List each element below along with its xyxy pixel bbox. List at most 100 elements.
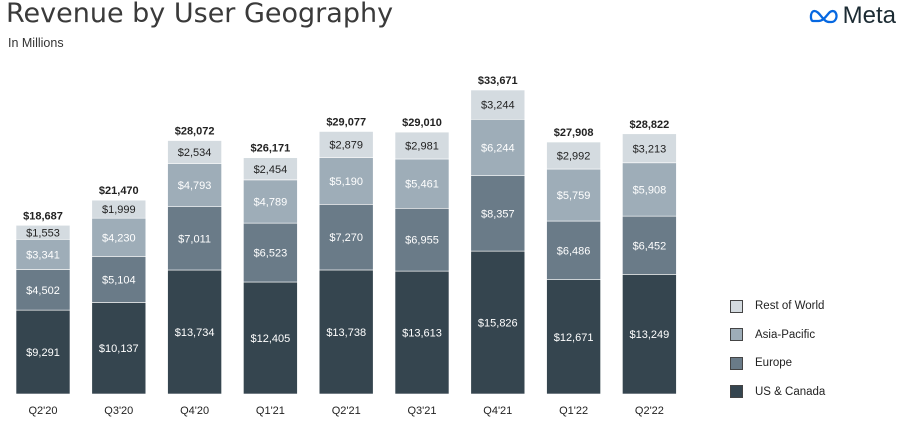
segment-label-europe-q2-21: $7,270 <box>329 232 363 244</box>
bar-segment-rest-of-world-q2-20 <box>15 224 71 240</box>
meta-brand-text: Meta <box>842 2 896 29</box>
segment-label-rest-of-world-q4-20: $2,534 <box>178 147 212 159</box>
segment-label-rest-of-world-q2-20: $1,553 <box>26 227 60 239</box>
legend-item-asia-pacific: Asia-Pacific <box>730 321 825 350</box>
segment-label-asia-pacific-q1-22: $5,759 <box>557 190 591 202</box>
bar-segment-us-canada-q3-21 <box>394 270 450 395</box>
legend-label-us-canada: US & Canada <box>755 385 826 398</box>
bar-segment-rest-of-world-q4-20 <box>167 140 222 164</box>
x-tick-label-q2-22: Q2'22 <box>635 405 664 417</box>
total-label-q3-20: $21,470 <box>99 185 139 197</box>
x-tick-label-q2-20: Q2'20 <box>28 405 57 417</box>
segment-label-rest-of-world-q1-21: $2,454 <box>254 164 288 176</box>
bar-segment-europe-q1-22 <box>546 220 601 280</box>
segment-label-asia-pacific-q2-22: $5,908 <box>633 184 667 196</box>
bar-segment-us-canada-q2-21 <box>318 269 374 395</box>
bar-segment-us-canada-q4-21 <box>470 250 526 395</box>
chart-subtitle: In Millions <box>8 36 64 50</box>
chart-legend: Rest of World Asia-Pacific Europe US & C… <box>730 292 825 406</box>
x-tick-label-q1-21: Q1'21 <box>256 405 285 417</box>
bar-segment-rest-of-world-q1-22 <box>546 141 601 170</box>
segment-label-europe-q1-22: $6,486 <box>557 245 591 257</box>
chart-title: Revenue by User Geography <box>6 0 394 29</box>
segment-label-europe-q3-21: $6,955 <box>405 235 439 247</box>
bar-segment-asia-pacific-q1-22 <box>546 168 601 222</box>
total-label-q2-20: $18,687 <box>23 210 63 222</box>
legend-swatch-rest-of-world <box>730 299 743 313</box>
total-label-q1-21: $26,171 <box>251 143 291 155</box>
bar-segment-asia-pacific-q1-21 <box>243 179 298 224</box>
bar-segment-rest-of-world-q4-21 <box>470 89 526 120</box>
segment-label-europe-q4-20: $7,011 <box>178 233 211 245</box>
bar-segment-rest-of-world-q2-21 <box>318 131 374 158</box>
segment-label-us-canada-q1-21: $12,405 <box>251 333 291 345</box>
bar-segment-europe-q4-20 <box>167 206 222 271</box>
segment-label-us-canada-q2-22: $13,249 <box>630 329 670 341</box>
segment-label-europe-q4-21: $8,357 <box>481 208 515 220</box>
bar-segment-asia-pacific-q4-20 <box>167 163 222 208</box>
bar-segment-rest-of-world-q1-21 <box>243 157 298 181</box>
x-tick-label-q4-21: Q4'21 <box>483 405 512 417</box>
segment-label-asia-pacific-q2-20: $3,341 <box>26 249 60 261</box>
legend-swatch-us-canada <box>730 385 743 399</box>
segment-label-us-canada-q4-21: $15,826 <box>478 318 518 330</box>
bar-segment-rest-of-world-q2-22 <box>622 133 677 164</box>
meta-logo: Meta <box>809 2 896 30</box>
bar-segment-asia-pacific-q3-21 <box>394 158 450 209</box>
segment-label-rest-of-world-q1-22: $2,992 <box>557 151 591 163</box>
total-label-q2-21: $29,077 <box>326 116 366 128</box>
meta-infinity-icon <box>809 9 838 24</box>
segment-label-us-canada-q3-21: $13,613 <box>402 328 442 340</box>
x-tick-label-q3-20: Q3'20 <box>104 405 133 417</box>
bar-segment-europe-q4-21 <box>470 175 526 252</box>
bar-segment-europe-q2-21 <box>318 204 374 271</box>
legend-label-asia-pacific: Asia-Pacific <box>755 328 816 341</box>
segment-label-europe-q2-22: $6,452 <box>633 240 667 252</box>
total-label-q4-21: $33,671 <box>478 75 518 87</box>
legend-item-rest-of-world: Rest of World <box>730 292 825 321</box>
segment-label-rest-of-world-q3-20: $1,999 <box>102 204 136 216</box>
segment-label-asia-pacific-q3-20: $4,230 <box>102 232 136 244</box>
segment-label-asia-pacific-q2-21: $5,190 <box>329 176 363 188</box>
legend-label-rest-of-world: Rest of World <box>755 300 825 313</box>
segment-label-us-canada-q2-20: $9,291 <box>26 347 60 359</box>
segment-label-rest-of-world-q3-21: $2,981 <box>405 141 439 153</box>
bar-segment-europe-q3-20 <box>91 256 147 303</box>
segment-label-rest-of-world-q2-21: $2,879 <box>329 139 363 151</box>
bar-segment-europe-q1-21 <box>243 222 298 283</box>
segment-label-europe-q1-21: $6,523 <box>254 248 288 260</box>
bar-segment-europe-q2-22 <box>622 215 677 275</box>
bar-segment-asia-pacific-q2-21 <box>318 157 374 205</box>
total-label-q1-22: $27,908 <box>554 127 594 139</box>
bar-segment-europe-q2-20 <box>15 269 71 311</box>
x-tick-label-q3-21: Q3'21 <box>407 405 436 417</box>
bar-segment-us-canada-q3-20 <box>91 302 147 395</box>
bar-segment-us-canada-q1-21 <box>243 281 298 395</box>
segment-label-europe-q2-20: $4,502 <box>26 285 60 297</box>
legend-label-europe: Europe <box>755 357 793 370</box>
segment-label-us-canada-q4-20: $13,734 <box>175 327 215 339</box>
segment-label-europe-q3-20: $5,104 <box>102 274 136 286</box>
bar-segment-rest-of-world-q3-20 <box>91 199 147 219</box>
bar-segment-rest-of-world-q3-21 <box>394 131 450 160</box>
x-tick-label-q2-21: Q2'21 <box>332 405 361 417</box>
segment-label-asia-pacific-q3-21: $5,461 <box>405 179 439 191</box>
legend-item-us-canada: US & Canada <box>730 378 825 407</box>
total-label-q2-22: $28,822 <box>630 119 670 131</box>
segment-label-us-canada-q2-21: $13,738 <box>326 327 366 339</box>
segment-label-asia-pacific-q4-20: $4,793 <box>178 180 212 192</box>
segment-label-us-canada-q1-22: $12,671 <box>554 332 594 344</box>
x-tick-label-q4-20: Q4'20 <box>180 405 209 417</box>
bar-segment-asia-pacific-q4-21 <box>470 118 526 176</box>
segment-label-rest-of-world-q4-21: $3,244 <box>481 100 515 112</box>
legend-swatch-europe <box>730 356 743 370</box>
legend-item-europe: Europe <box>730 349 825 378</box>
bar-segment-us-canada-q4-20 <box>167 269 222 395</box>
bar-segment-us-canada-q1-22 <box>546 279 601 395</box>
segment-label-asia-pacific-q1-21: $4,789 <box>254 196 288 208</box>
segment-label-asia-pacific-q4-21: $6,244 <box>481 142 515 154</box>
segment-label-rest-of-world-q2-22: $3,213 <box>633 143 667 155</box>
total-label-q4-20: $28,072 <box>175 126 215 138</box>
segment-label-us-canada-q3-20: $10,137 <box>99 343 139 355</box>
